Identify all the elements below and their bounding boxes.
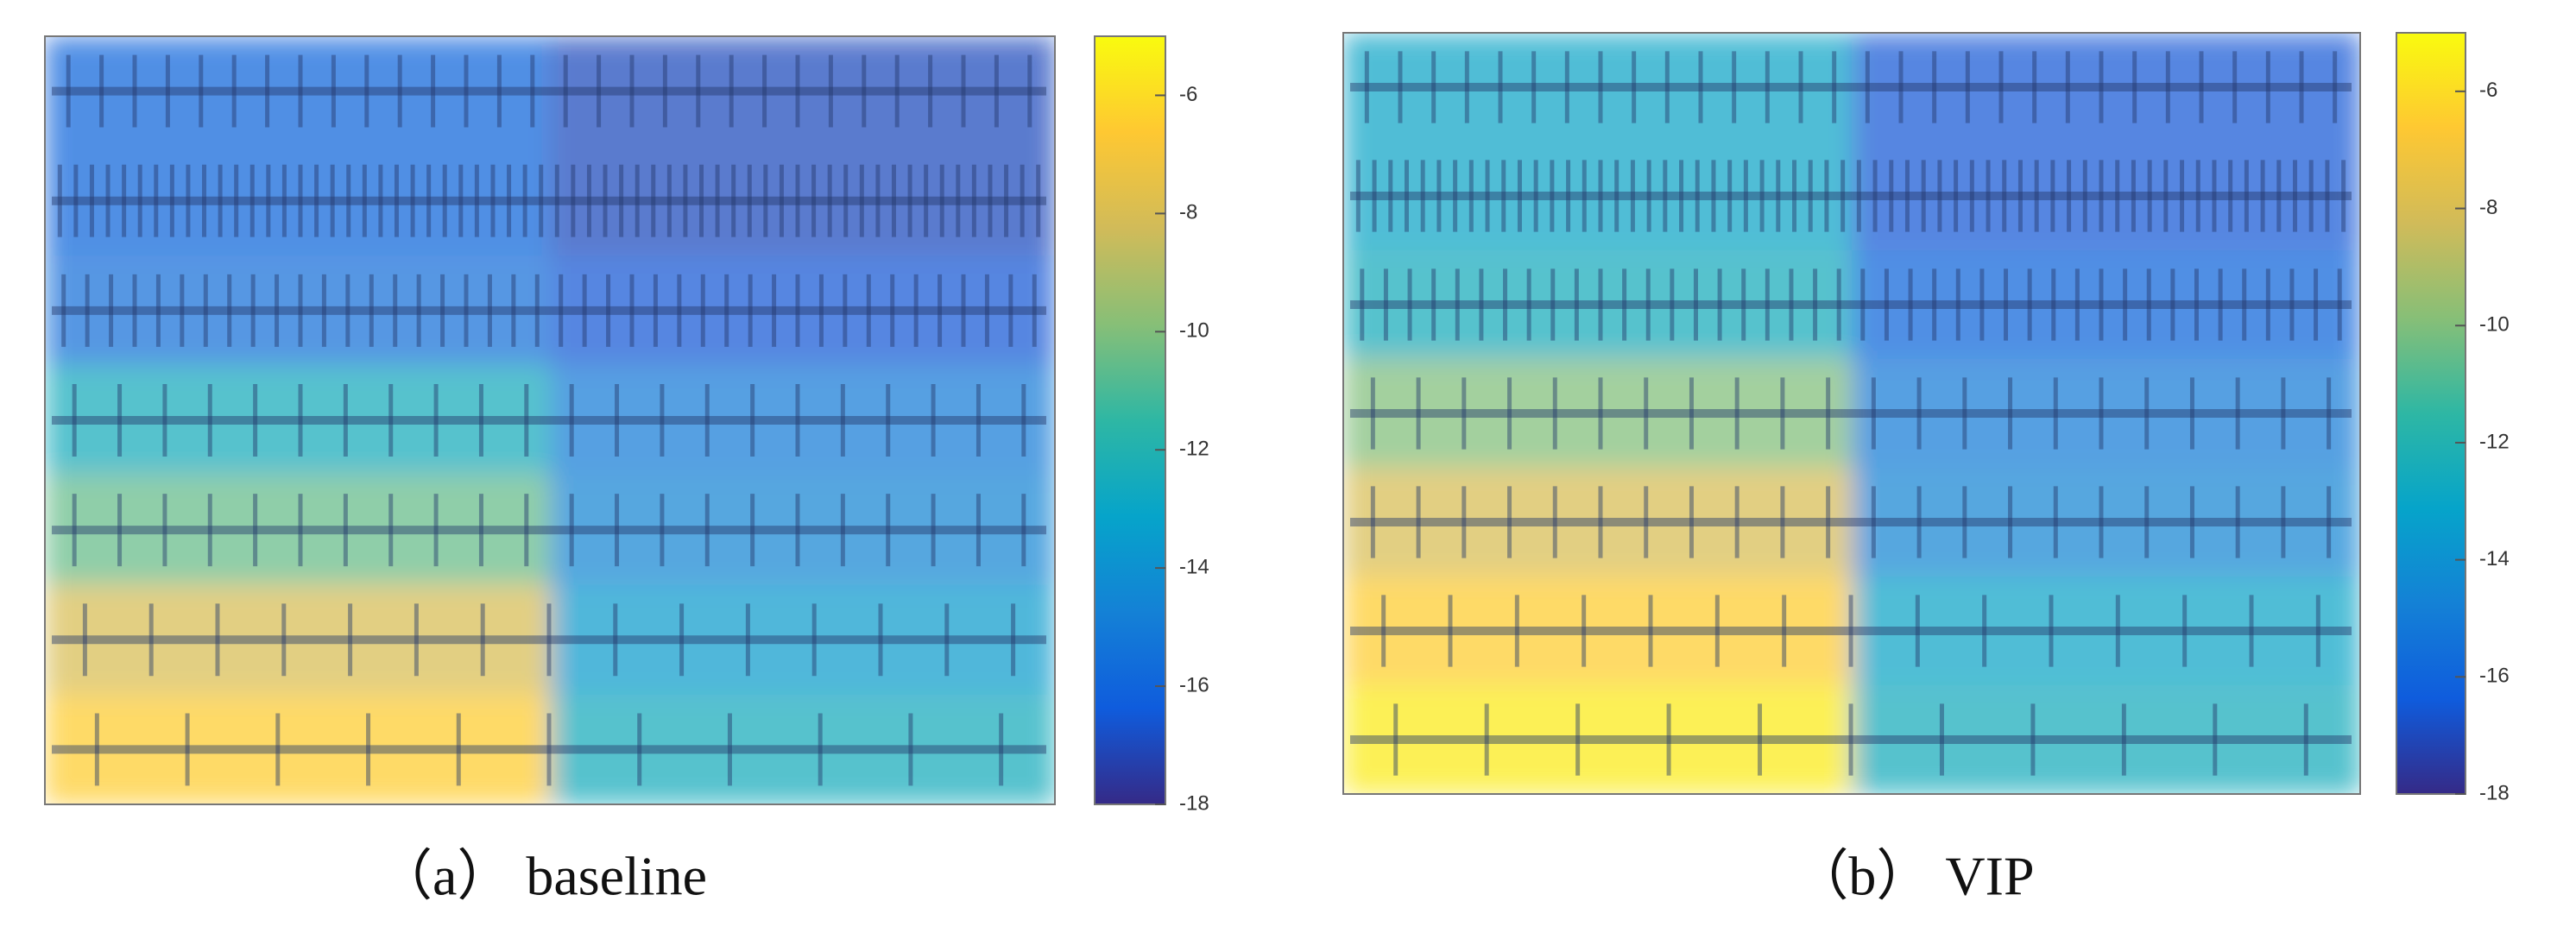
cell-group <box>1343 33 2360 794</box>
plot-frame <box>44 35 1056 805</box>
heatmap-cell <box>550 475 1055 586</box>
heatmap-cell <box>550 36 1055 148</box>
caption: （b） VIP <box>1793 846 2034 907</box>
heatmap-cell <box>1343 577 1853 686</box>
heatmap-cell <box>45 584 551 696</box>
colorbar-tick-label: -16 <box>1179 673 1209 696</box>
colorbar-tick-label: -12 <box>2479 430 2510 453</box>
heatmap-cell <box>1343 142 1853 251</box>
heatmap-cell <box>1852 250 2360 360</box>
cell-group <box>45 36 1055 804</box>
heatmap-cell <box>550 255 1055 367</box>
heatmap-cells <box>45 36 1055 804</box>
heatmap-cell <box>1852 33 2360 142</box>
overlay <box>52 54 1046 786</box>
heatmap-cell <box>1343 468 1853 577</box>
heatmap-cell <box>45 255 551 367</box>
heatmap-cell <box>1852 468 2360 577</box>
colorbar-tick-label: -8 <box>2479 196 2497 219</box>
heatmap-cell <box>1852 685 2360 794</box>
colorbar-tick-label: -16 <box>2479 665 2510 688</box>
heatmap-cell <box>1343 685 1853 794</box>
heatmap-cell <box>550 365 1055 476</box>
heatmap-cell <box>550 584 1055 696</box>
heatmap-cell <box>550 694 1055 804</box>
heatmap: -6 -8 -10 -12 -14 -16 -18 （b） VIP <box>1342 32 2510 907</box>
colorbar-tick-label: -12 <box>1179 438 1209 461</box>
heatmap-cell <box>45 146 551 257</box>
heatmap-cell <box>1852 577 2360 686</box>
heatmap-cell <box>1343 250 1853 360</box>
colorbar-tick-label: -6 <box>1179 83 1197 106</box>
heatmap: -6 -8 -10 -12 -14 -16 -18 （a） baseline <box>44 35 1209 907</box>
colorbar-tick-label: -18 <box>1179 791 1209 815</box>
heatmap-cells <box>1343 33 2360 794</box>
colorbar-tick-label: -8 <box>1179 201 1197 224</box>
overlay <box>1350 51 2352 776</box>
heatmap-cell <box>45 365 551 476</box>
heatmap-cell <box>1343 359 1853 469</box>
colorbar-tick-label: -14 <box>1179 555 1209 578</box>
heatmap-cell <box>45 694 551 804</box>
colorbar-tick-label: -10 <box>2479 313 2510 337</box>
heatmap-cell <box>1852 359 2360 469</box>
heatmap-cell <box>45 36 551 148</box>
colorbar-tick-label: -18 <box>2479 781 2510 804</box>
colorbar-tick-label: -6 <box>2479 79 2497 102</box>
heatmap-cell <box>1343 33 1853 142</box>
colorbar-tick-label: -10 <box>1179 319 1209 343</box>
heatmap-cell <box>1852 142 2360 251</box>
plot-frame <box>1342 32 2361 795</box>
heatmap-cell <box>550 146 1055 257</box>
heatmap-cell <box>45 475 551 586</box>
colorbar <box>2396 32 2466 795</box>
colorbar-tick-label: -14 <box>2479 547 2510 570</box>
caption: （a） baseline <box>377 846 707 907</box>
colorbar <box>1094 35 1166 805</box>
